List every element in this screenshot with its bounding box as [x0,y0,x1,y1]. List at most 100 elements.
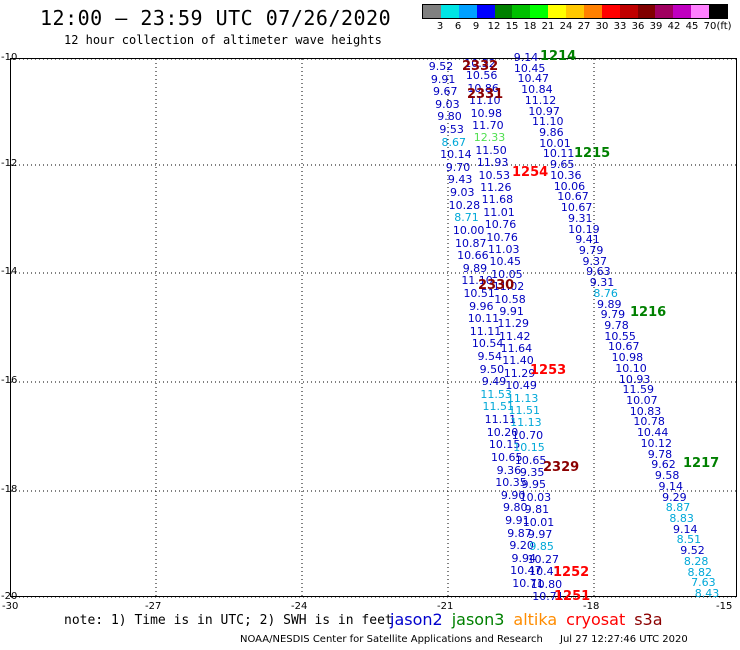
swh-value: 9.89 [462,261,488,275]
swh-value: 9.79 [578,243,604,257]
color-scale-tick-label: 33 [613,21,627,32]
swh-value: 10.14 [440,148,472,162]
swh-value: 10.98 [470,106,503,120]
swh-value: 9.31 [568,211,593,225]
color-swatch [548,5,566,18]
swh-value: 11.64 [500,342,533,356]
swh-value: 9.03 [449,186,475,200]
color-scale-tick-label: 9 [472,21,480,32]
color-scale-bar [422,4,728,19]
swh-value: 11.93 [476,156,509,170]
satellite-legend-item: cryosat [566,610,626,629]
latitude-label: -18 [1,484,18,495]
swh-value: 11.12 [524,93,557,107]
swh-value: 10.78 [633,415,665,429]
swh-value: 8.82 [687,565,713,579]
swh-value: 9.80 [437,110,462,124]
swh-value: 10.80 [530,577,563,591]
color-scale-tick-label: 24 [559,21,573,32]
swh-value: 9.35 [519,466,545,480]
swh-value: 10.71 [512,577,544,590]
swh-value: 10.47 [510,564,542,578]
swh-value: 9.87 [507,526,532,540]
swh-value: 10.86 [467,81,499,95]
color-swatch [423,5,441,18]
swh-value: 10.00 [452,223,485,237]
color-scale-unit: (ft) [716,21,732,32]
swh-value: 10.83 [629,404,662,418]
swh-value: 8.71 [454,211,479,225]
latitude-label: -20 [1,591,18,602]
swh-value: 10.15 [488,438,521,452]
units-note: note: 1) Time is in UTC; 2) SWH is in fe… [64,613,393,628]
longitude-label: -21 [437,601,454,612]
swh-value: 10.01 [539,136,571,150]
map-plot-area [10,58,738,598]
swh-value: 9.14 [658,479,684,493]
swh-value: 11.11 [469,324,502,338]
page-subtitle: 12 hour collection of altimeter wave hei… [64,33,382,47]
swh-value: 10.49 [505,379,537,393]
swh-value: 11.51 [482,400,515,414]
swh-value: 10.28 [448,198,481,212]
swh-value: 10.70 [511,428,544,442]
swh-value: 10.65 [514,453,547,467]
swh-value: 9.94 [511,551,537,565]
swh-value: 10.06 [553,179,586,193]
color-swatch [530,5,549,18]
color-scale-tick-label: 27 [577,21,591,32]
swh-value: 10.87 [454,236,487,250]
swh-value: 9.53 [439,123,464,137]
color-scale-tick-label: 42 [667,21,681,32]
swh-value: 8.67 [441,135,466,149]
swh-value: 10.35 [495,476,527,490]
pass-time-label: 2329 [543,460,580,475]
swh-value: 10.07 [626,394,658,408]
color-swatch [476,5,495,18]
longitude-label: -27 [145,601,162,612]
swh-value: 10.53 [478,168,510,182]
swh-value: 9.62 [651,458,676,472]
color-scale-tick-label: 39 [649,21,663,32]
swh-value: 9.78 [647,447,673,461]
color-scale-tick-label: 36 [631,21,645,32]
swh-value: 9.58 [654,469,680,483]
swh-value: 9.78 [604,319,629,332]
swh-value: 8.87 [665,501,691,515]
swh-value: 10.12 [640,436,673,450]
swh-value: 10.56 [465,69,498,83]
swh-value: 9.03 [435,97,460,111]
color-swatch [601,5,620,18]
swh-value: 9.86 [539,126,564,140]
latitude-label: -12 [1,158,18,169]
swh-value: 10.19 [568,222,600,236]
swh-value: 8.28 [683,554,709,568]
satellite-legend-item: jason2 [390,610,443,629]
satellite-legend: jason2 jason3 altika cryosat s3a [390,610,672,629]
color-scale-tick-label: 18 [523,21,537,32]
color-scale-tick-label: 70 [703,21,717,32]
satellite-legend-item: jason3 [451,610,505,629]
swh-value: 9.91 [505,513,530,527]
swh-value: 10.65 [491,450,523,464]
swh-value: 9.91 [430,72,456,86]
swh-value: 10.15 [513,441,545,455]
swh-value: 12.33 [473,131,506,145]
swh-value: 11.13 [506,391,539,405]
swh-value: 10.67 [607,340,640,354]
swh-value: 9.52 [680,544,705,558]
swh-value: 11.01 [483,205,515,219]
pass-time-label: 2332 [462,59,499,74]
color-scale-tick-label: 45 [685,21,699,32]
swh-value: 9.97 [527,528,553,542]
swh-value: 9.50 [479,362,505,376]
swh-value: 11.40 [502,354,534,368]
swh-value: 10.47 [517,72,549,86]
swh-value: 8.51 [676,533,702,547]
swh-value: 10.05 [491,267,523,281]
swh-value: 10.55 [604,329,636,343]
swh-value: 11.02 [492,280,525,294]
swh-value: 9.52 [428,60,454,73]
pass-time-label: 1217 [683,456,720,471]
swh-value: 11.53 [480,387,512,401]
